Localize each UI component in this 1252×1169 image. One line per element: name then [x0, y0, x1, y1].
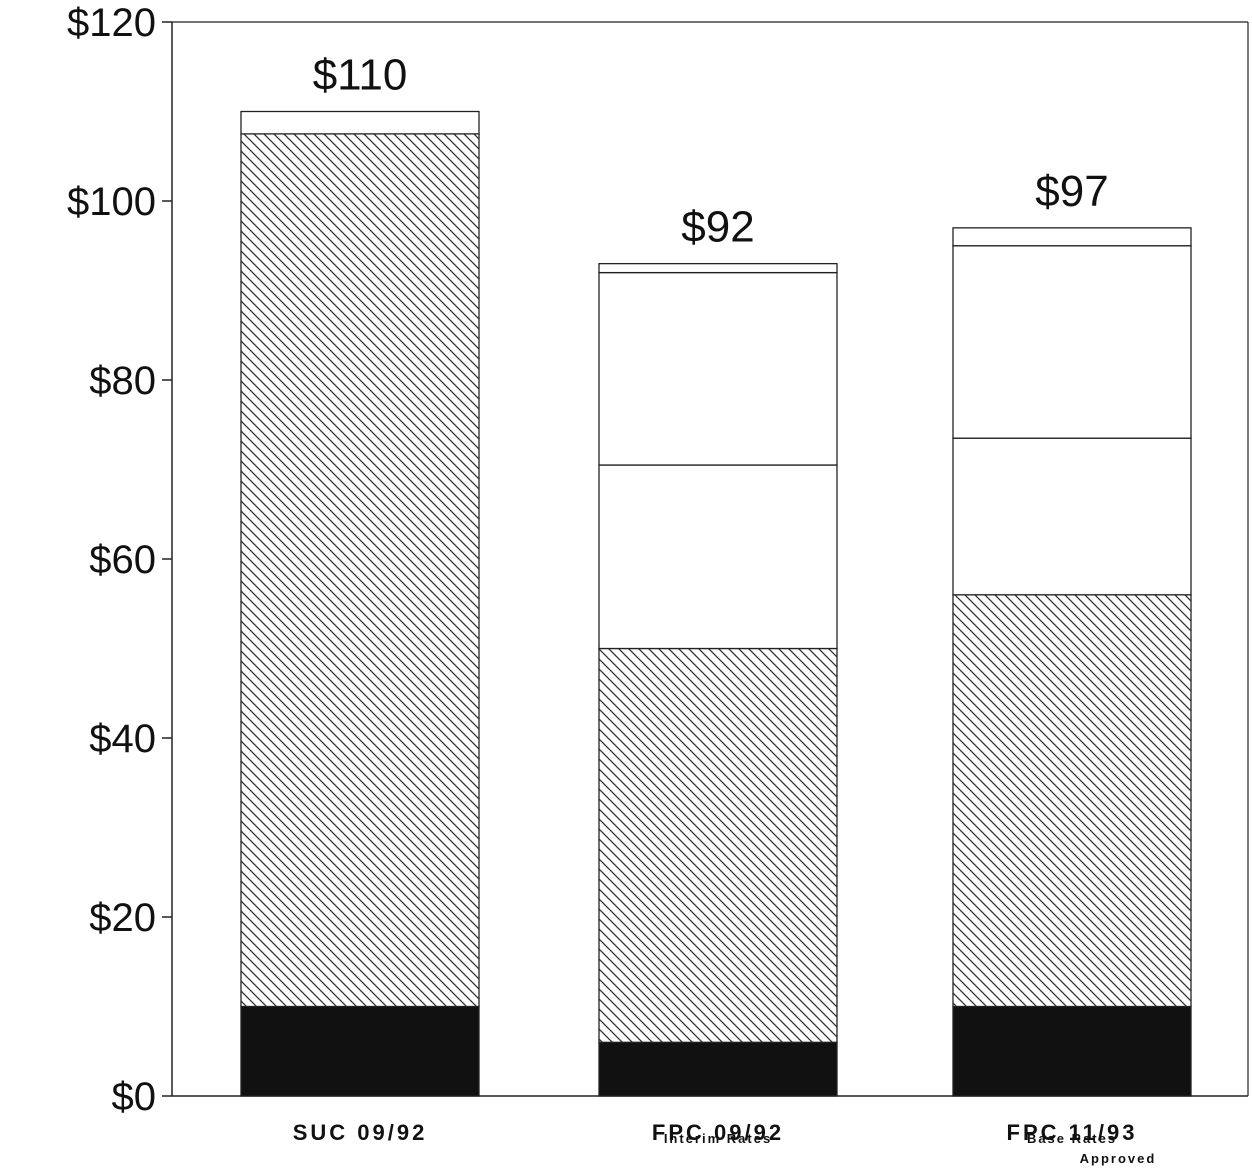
bar-segment — [598, 1041, 838, 1097]
x-tick-sublabel: Approved — [1080, 1151, 1157, 1166]
bar-segment — [952, 594, 1192, 1008]
bar-segment — [598, 464, 838, 650]
bar-total-label: $110 — [313, 51, 408, 100]
bar-segment — [598, 647, 838, 1043]
bar-segment — [240, 133, 480, 1008]
y-tick-label: $40 — [89, 717, 156, 761]
x-tick-sublabel: Base Rates — [1027, 1131, 1117, 1146]
bar-segment — [240, 110, 480, 135]
y-tick-label: $0 — [112, 1075, 157, 1119]
bar-total-label: $92 — [681, 203, 754, 252]
x-tick-sublabel: Interim Rates — [664, 1131, 772, 1146]
axes: $0 $20 $40 $60 $80 $100 $120 — [67, 1, 1249, 1119]
bar-segment — [952, 437, 1192, 596]
bar-segment — [598, 262, 838, 274]
bars — [240, 110, 1192, 1097]
x-tick-label: SUC 09/92 — [293, 1120, 428, 1145]
bar-segment — [598, 271, 838, 466]
y-tick-label: $120 — [67, 1, 156, 45]
y-tick-label: $80 — [89, 359, 156, 403]
bar-segment — [952, 245, 1192, 439]
y-tick-label: $20 — [89, 896, 156, 940]
bar-total-label: $97 — [1035, 167, 1108, 216]
y-tick-label: $60 — [89, 538, 156, 582]
bar-segment — [952, 1005, 1192, 1097]
y-tick-label: $100 — [67, 180, 156, 224]
x-tick-label: FPC 09/92 — [652, 1120, 784, 1145]
x-tick-label: FPC 11/93 — [1007, 1120, 1138, 1145]
bar-segment — [952, 227, 1192, 247]
bar-segment — [240, 1005, 480, 1097]
